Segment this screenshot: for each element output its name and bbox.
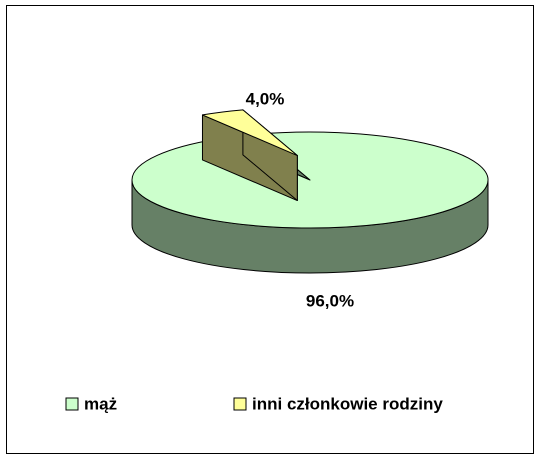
slice [131,131,489,229]
legend-swatch [233,397,247,411]
data-label: 96,0% [306,291,354,310]
legend-swatch [65,397,79,411]
legend-label: inni członkowie rodziny [252,394,443,413]
data-label: 4,0% [246,89,285,108]
slice [201,109,298,157]
legend-label: mąż [84,394,117,413]
